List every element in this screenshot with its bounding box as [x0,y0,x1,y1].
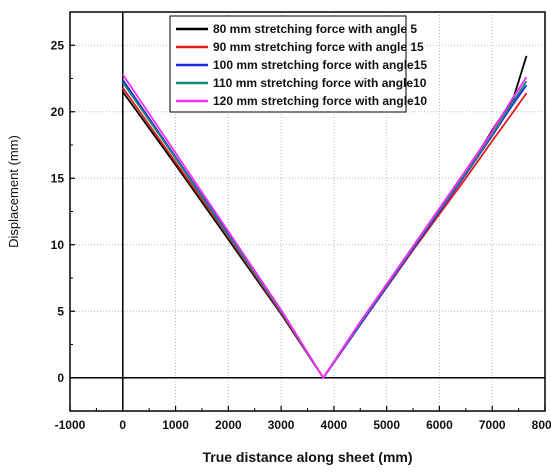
x-tick-label: 0 [119,418,126,432]
x-tick-label: 7000 [479,418,506,432]
legend-box [169,15,407,113]
legend: 80 mm stretching force with angle 5 90 mm… [169,15,427,113]
x-tick-label: 3000 [268,418,295,432]
y-tick-label: 0 [57,371,64,385]
y-tick-label: 10 [51,238,65,252]
x-axis-title: True distance along sheet (mm) [202,449,412,465]
series-lines [122,55,528,379]
x-tick-label: -1000 [55,418,86,432]
legend-label-5: 120 mm stretching force with angle10 [213,94,427,108]
y-tick-label: 15 [51,171,65,185]
y-tick-label: 20 [51,105,65,119]
legend-label-3: 100 mm stretching force with angle15 [213,58,427,72]
y-axis-title: Displacement (mm) [6,135,21,248]
axis-labels: True distance along sheet (mm) Displacem… [6,135,413,465]
y-tick-label: 25 [51,38,65,52]
legend-label-2: 90 mm stretching force with angle 15 [213,40,424,54]
legend-label-4: 110 mm stretching force with angle10 [213,76,427,90]
legend-label-1: 80 mm stretching force with angle 5 [213,22,417,36]
x-tick-label: 2000 [215,418,242,432]
x-tick-label: 6000 [426,418,453,432]
y-tick-label: 5 [57,304,64,318]
x-tick-label: 1000 [162,418,189,432]
series-line-5 [122,73,528,379]
x-tick-label: 4000 [321,418,348,432]
x-tick-label: 5000 [373,418,400,432]
